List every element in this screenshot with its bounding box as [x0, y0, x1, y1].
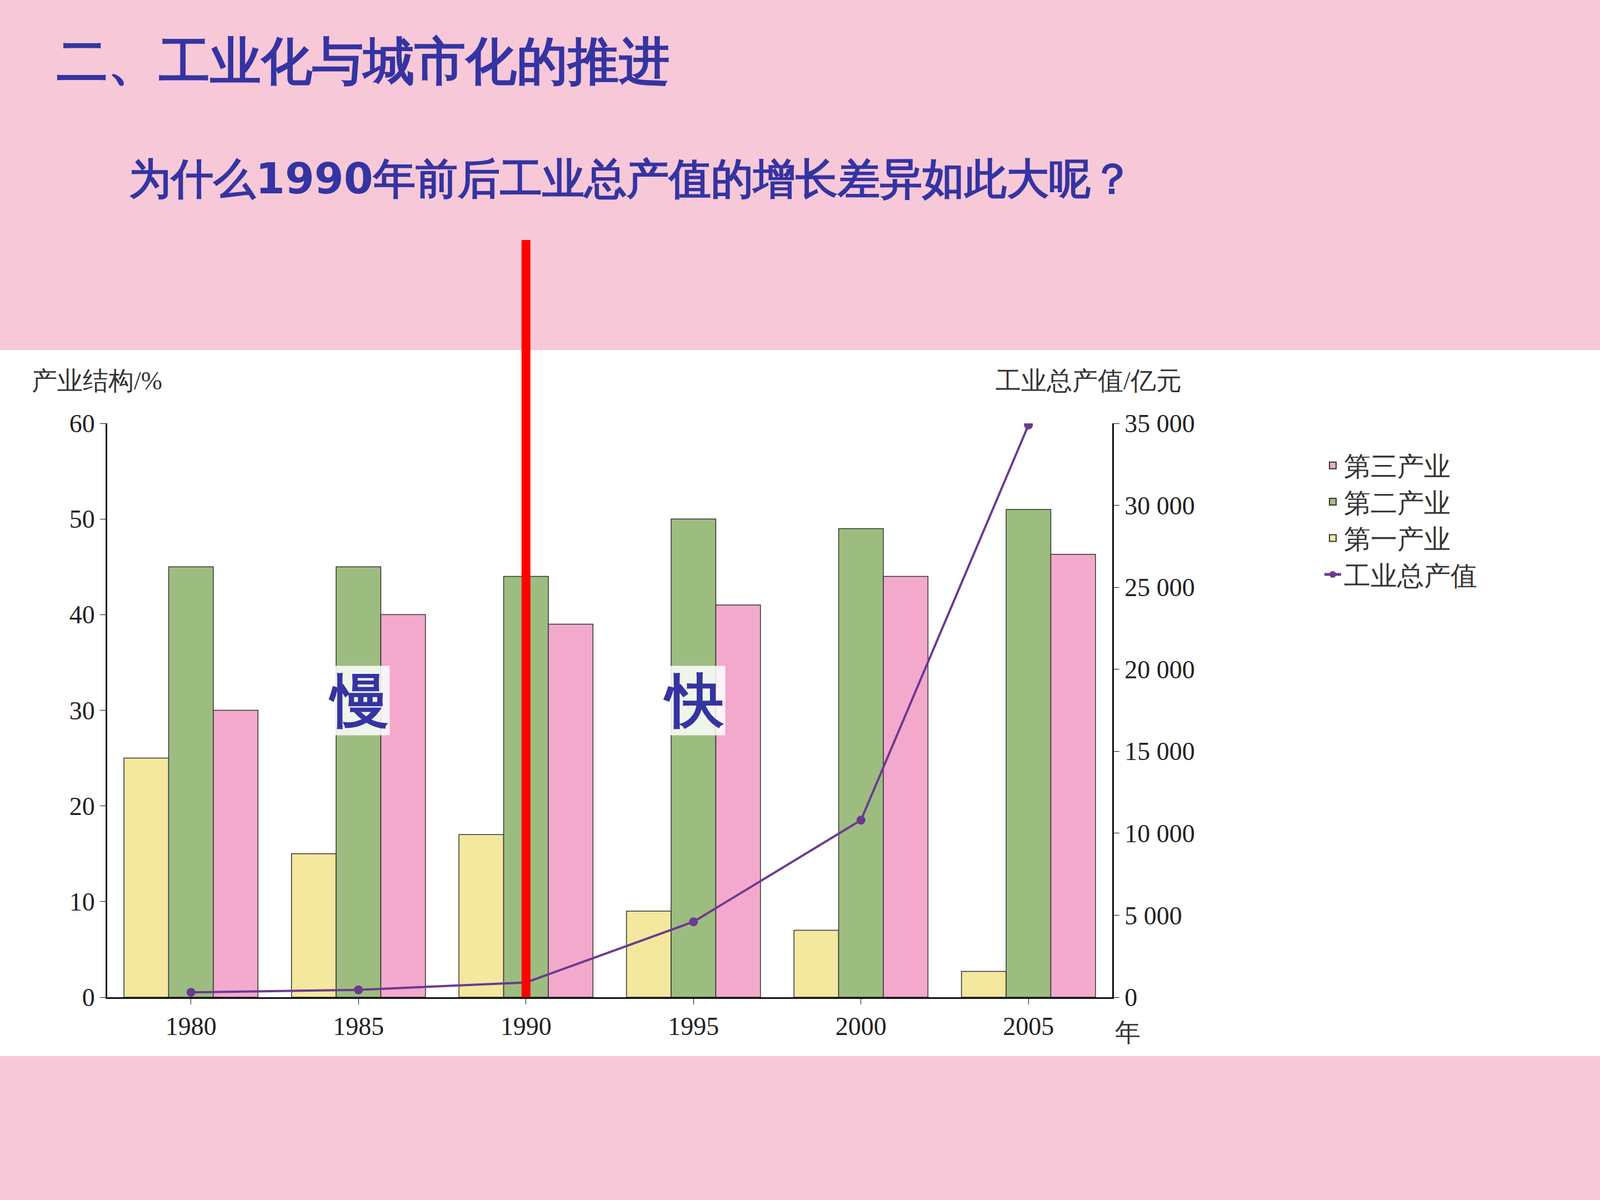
- svg-text:25 000: 25 000: [1124, 573, 1195, 602]
- svg-text:35 000: 35 000: [1124, 409, 1195, 438]
- svg-text:50: 50: [69, 505, 95, 534]
- svg-text:1985: 1985: [332, 1012, 384, 1041]
- svg-text:第一产业: 第一产业: [1343, 524, 1451, 554]
- svg-text:工业总产值/亿元: 工业总产值/亿元: [995, 366, 1182, 395]
- svg-text:1980: 1980: [165, 1012, 217, 1041]
- svg-text:10: 10: [69, 887, 95, 917]
- svg-text:20: 20: [69, 792, 95, 821]
- svg-text:产业结构/%: 产业结构/%: [31, 366, 163, 395]
- svg-text:年: 年: [1115, 1018, 1141, 1047]
- svg-text:40: 40: [69, 600, 95, 629]
- svg-text:2005: 2005: [1002, 1012, 1054, 1041]
- svg-text:15 000: 15 000: [1124, 737, 1195, 766]
- svg-text:1995: 1995: [667, 1012, 719, 1041]
- svg-text:0: 0: [1124, 983, 1138, 1012]
- svg-text:2000: 2000: [835, 1012, 887, 1041]
- svg-text:第三产业: 第三产业: [1343, 451, 1451, 482]
- svg-text:工业总产值: 工业总产值: [1343, 561, 1478, 591]
- svg-text:5 000: 5 000: [1124, 901, 1183, 930]
- svg-text:0: 0: [82, 983, 95, 1012]
- svg-text:慢: 慢: [328, 666, 389, 735]
- svg-text:快: 快: [662, 666, 725, 735]
- svg-text:30 000: 30 000: [1124, 491, 1195, 520]
- svg-text:30: 30: [69, 696, 95, 725]
- svg-text:1990: 1990: [500, 1012, 552, 1041]
- svg-text:为什么1990年前后工业总产值的增长差异如此大呢？: 为什么1990年前后工业总产值的增长差异如此大呢？: [128, 153, 1134, 204]
- svg-text:60: 60: [69, 409, 95, 438]
- svg-text:10 000: 10 000: [1124, 819, 1195, 848]
- svg-text:二、工业化与城市化的推进: 二、工业化与城市化的推进: [56, 31, 670, 92]
- svg-text:20 000: 20 000: [1124, 655, 1195, 684]
- svg-text:第二产业: 第二产业: [1343, 488, 1451, 518]
